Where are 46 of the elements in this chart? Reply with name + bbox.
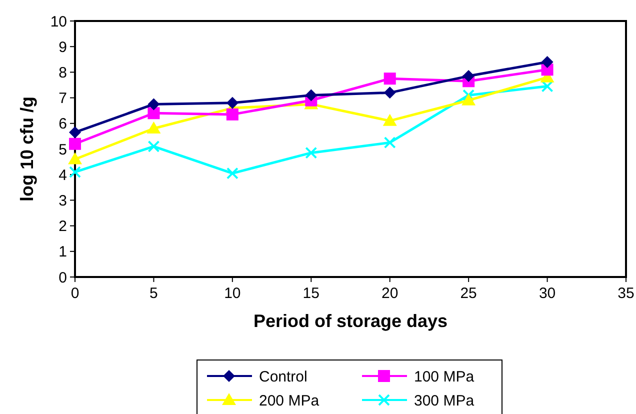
point [226,96,238,109]
point [384,86,396,99]
point [148,140,160,152]
y-tick-label: 7 [58,90,67,108]
y-tick-label: 5 [58,141,67,158]
point [226,108,238,120]
y-tick-label: 6 [58,116,67,133]
y-tick-label: 4 [58,166,67,184]
x-tick-label: 20 [382,285,398,302]
point [69,138,81,150]
point [541,56,554,68]
point [384,136,396,149]
point [305,146,318,159]
y-tick-label: 8 [58,64,67,82]
legend-label: Control [259,368,308,386]
x-tick-label: 10 [224,285,241,302]
point [68,152,82,164]
x-tick-label: 30 [538,285,556,302]
legend-label: 300 MPa [414,392,475,410]
x-tick-label: 15 [302,285,320,302]
y-tick-label: 3 [58,192,67,210]
point [384,72,396,85]
point [226,167,238,180]
point [148,98,160,110]
x-tick-label: 25 [460,285,477,302]
point [69,126,81,138]
point [148,107,160,120]
legend-label: 200 MPa [259,392,320,410]
legend-label: 100 MPa [414,368,475,386]
x-tick-label: 35 [618,285,634,302]
point [69,166,81,178]
point [382,114,397,126]
point [146,122,161,134]
y-tick-label: 0 [58,269,67,286]
y-axis-title: log 10 cfu /g [17,96,37,202]
point [462,93,476,106]
y-tick-label: 9 [58,38,67,56]
point [305,89,318,102]
x-tick-label: 0 [70,285,80,302]
point [462,89,475,102]
y-tick-label: 10 [50,13,67,30]
y-tick-label: 2 [58,218,67,236]
x-tick-label: 5 [150,285,158,302]
x-axis-title: Period of storage days [253,311,448,331]
point [462,70,475,82]
y-tick-label: 1 [58,244,67,261]
